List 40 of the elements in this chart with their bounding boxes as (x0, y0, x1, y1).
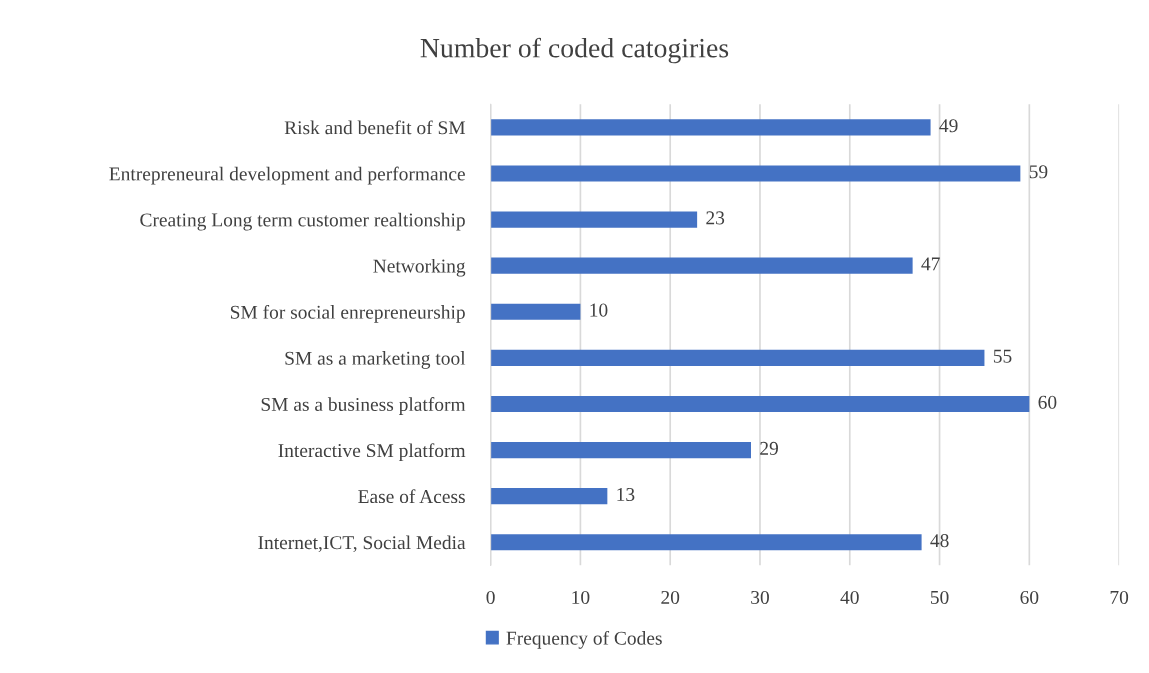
data-label: 59 (1029, 165, 1048, 179)
legend-label: Frequency of Codes (506, 630, 662, 649)
bar (490, 119, 931, 136)
y-tick-label: Risk and benefit of SM (284, 120, 466, 135)
bar (490, 534, 922, 551)
x-tick-label: 50 (930, 590, 949, 604)
data-label: 48 (930, 534, 949, 548)
data-label: 60 (1038, 395, 1057, 409)
y-tick-label: Internet,ICT, Social Media (258, 535, 466, 553)
chart-title: Number of coded catogiries (420, 37, 729, 64)
y-tick-label: Entrepreneural development and performance (109, 166, 465, 185)
data-label: 10 (590, 303, 608, 317)
y-tick-label: SM as a marketing tool (285, 351, 466, 369)
data-label: 55 (993, 349, 1012, 363)
bar (490, 395, 1030, 413)
bar (490, 303, 581, 320)
y-tick-label: SM as a business platform (261, 397, 466, 415)
x-tick-label: 60 (1020, 590, 1039, 604)
data-label: 29 (760, 441, 778, 455)
y-tick-label: Networking (373, 258, 466, 277)
y-tick-label: SM for social enrepreneurship (230, 304, 465, 323)
data-label: 49 (939, 119, 958, 133)
data-label: 23 (706, 211, 725, 225)
y-tick-label: Creating Long term customer realtionship (140, 212, 465, 231)
y-tick-label: Ease of Acess (358, 489, 465, 504)
data-label: 47 (921, 257, 940, 271)
x-tick-label: 30 (751, 590, 769, 604)
bar (490, 442, 751, 459)
bar (490, 349, 985, 366)
x-tick-label: 0 (486, 590, 495, 604)
x-tick-label: 20 (661, 590, 680, 604)
y-tick-label: Interactive SM platform (278, 443, 466, 462)
bar (490, 488, 608, 505)
data-label: 13 (617, 487, 635, 502)
x-tick-label: 10 (572, 590, 590, 604)
x-tick-label: 70 (1110, 590, 1129, 604)
bar (490, 211, 698, 228)
bar (490, 257, 913, 274)
x-tick-label: 40 (840, 590, 859, 604)
bar (490, 165, 1021, 182)
